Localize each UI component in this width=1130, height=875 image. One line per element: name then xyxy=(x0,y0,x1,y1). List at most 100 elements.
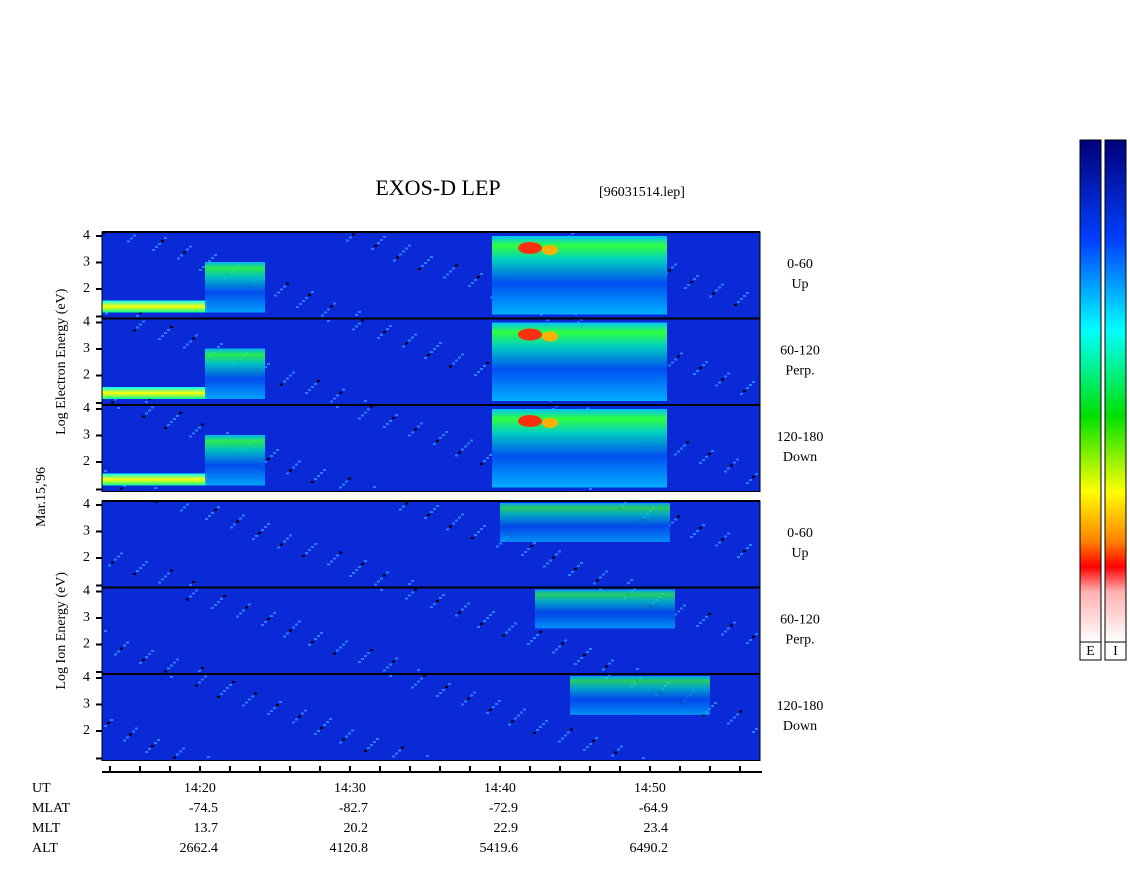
ephemeris-name: ALT xyxy=(32,841,58,856)
texture xyxy=(108,564,111,567)
texture xyxy=(367,747,370,749)
texture xyxy=(715,384,718,387)
texture xyxy=(511,720,514,723)
texture xyxy=(736,458,739,461)
texture xyxy=(442,434,445,436)
texture xyxy=(176,658,179,661)
texture xyxy=(349,236,352,239)
texture xyxy=(339,551,342,554)
texture xyxy=(436,600,439,602)
texture xyxy=(389,420,392,422)
ephemeris-value: 5419.6 xyxy=(480,841,519,856)
texture xyxy=(161,578,164,581)
texture xyxy=(683,444,686,447)
texture xyxy=(364,400,367,402)
texture xyxy=(189,340,192,343)
texture xyxy=(727,532,730,535)
texture xyxy=(733,461,736,464)
y-tick-label: 4 xyxy=(83,670,90,685)
texture xyxy=(139,323,142,326)
texture xyxy=(442,689,445,691)
texture xyxy=(317,380,320,382)
texture xyxy=(680,607,683,610)
texture xyxy=(424,517,427,519)
texture xyxy=(730,719,733,722)
texture xyxy=(305,297,308,299)
texture xyxy=(327,563,330,566)
texture xyxy=(217,601,220,603)
texture xyxy=(117,555,120,558)
texture xyxy=(514,622,517,625)
feature xyxy=(535,589,675,629)
texture xyxy=(145,561,148,563)
texture xyxy=(301,712,304,715)
texture xyxy=(323,469,326,471)
texture xyxy=(702,619,705,621)
texture xyxy=(129,733,132,736)
texture xyxy=(405,597,408,600)
texture xyxy=(552,651,555,654)
texture xyxy=(677,515,680,518)
texture xyxy=(539,631,542,633)
color-bar-label: I xyxy=(1113,644,1118,659)
texture xyxy=(502,634,505,637)
texture xyxy=(299,303,302,305)
texture xyxy=(743,550,746,552)
texture xyxy=(737,556,740,558)
texture xyxy=(276,449,279,451)
texture xyxy=(364,411,367,414)
texture xyxy=(530,545,533,547)
texture xyxy=(292,466,295,469)
x-tick-label: 14:40 xyxy=(484,781,516,796)
texture xyxy=(480,463,483,465)
texture xyxy=(217,506,220,508)
texture xyxy=(499,542,502,545)
texture xyxy=(155,246,158,248)
texture xyxy=(674,358,677,361)
texture xyxy=(336,406,339,408)
texture xyxy=(705,456,708,458)
texture xyxy=(583,654,586,656)
texture xyxy=(189,584,192,586)
texture xyxy=(727,372,730,375)
texture xyxy=(120,487,123,490)
texture xyxy=(158,243,161,245)
texture xyxy=(358,417,361,420)
texture xyxy=(480,273,483,275)
texture xyxy=(358,322,361,325)
texture xyxy=(201,667,204,669)
texture xyxy=(151,745,154,747)
texture xyxy=(686,441,689,444)
texture xyxy=(195,334,198,337)
texture xyxy=(183,506,186,509)
y-tick-label: 3 xyxy=(83,428,90,443)
panel-range: 0-60 xyxy=(787,526,813,541)
texture xyxy=(386,328,389,330)
texture xyxy=(333,397,336,400)
texture xyxy=(458,516,461,519)
ephemeris-value: -74.5 xyxy=(189,801,218,816)
texture xyxy=(352,233,355,236)
texture xyxy=(195,429,198,432)
texture xyxy=(136,326,139,329)
texture xyxy=(721,633,724,636)
texture xyxy=(736,713,739,716)
panel-frame xyxy=(101,231,761,492)
texture xyxy=(737,301,740,303)
texture xyxy=(161,335,164,337)
texture xyxy=(189,595,192,598)
texture xyxy=(417,425,420,428)
feature xyxy=(542,418,558,428)
texture xyxy=(339,486,342,489)
texture xyxy=(327,308,330,311)
texture xyxy=(358,311,361,313)
texture xyxy=(264,526,267,528)
texture xyxy=(214,254,217,256)
texture xyxy=(439,597,442,599)
texture xyxy=(211,257,214,259)
ephemeris-value: -72.9 xyxy=(489,801,518,816)
texture xyxy=(336,394,339,397)
texture xyxy=(724,630,727,633)
texture xyxy=(145,656,148,658)
panel-direction: Down xyxy=(783,450,817,465)
